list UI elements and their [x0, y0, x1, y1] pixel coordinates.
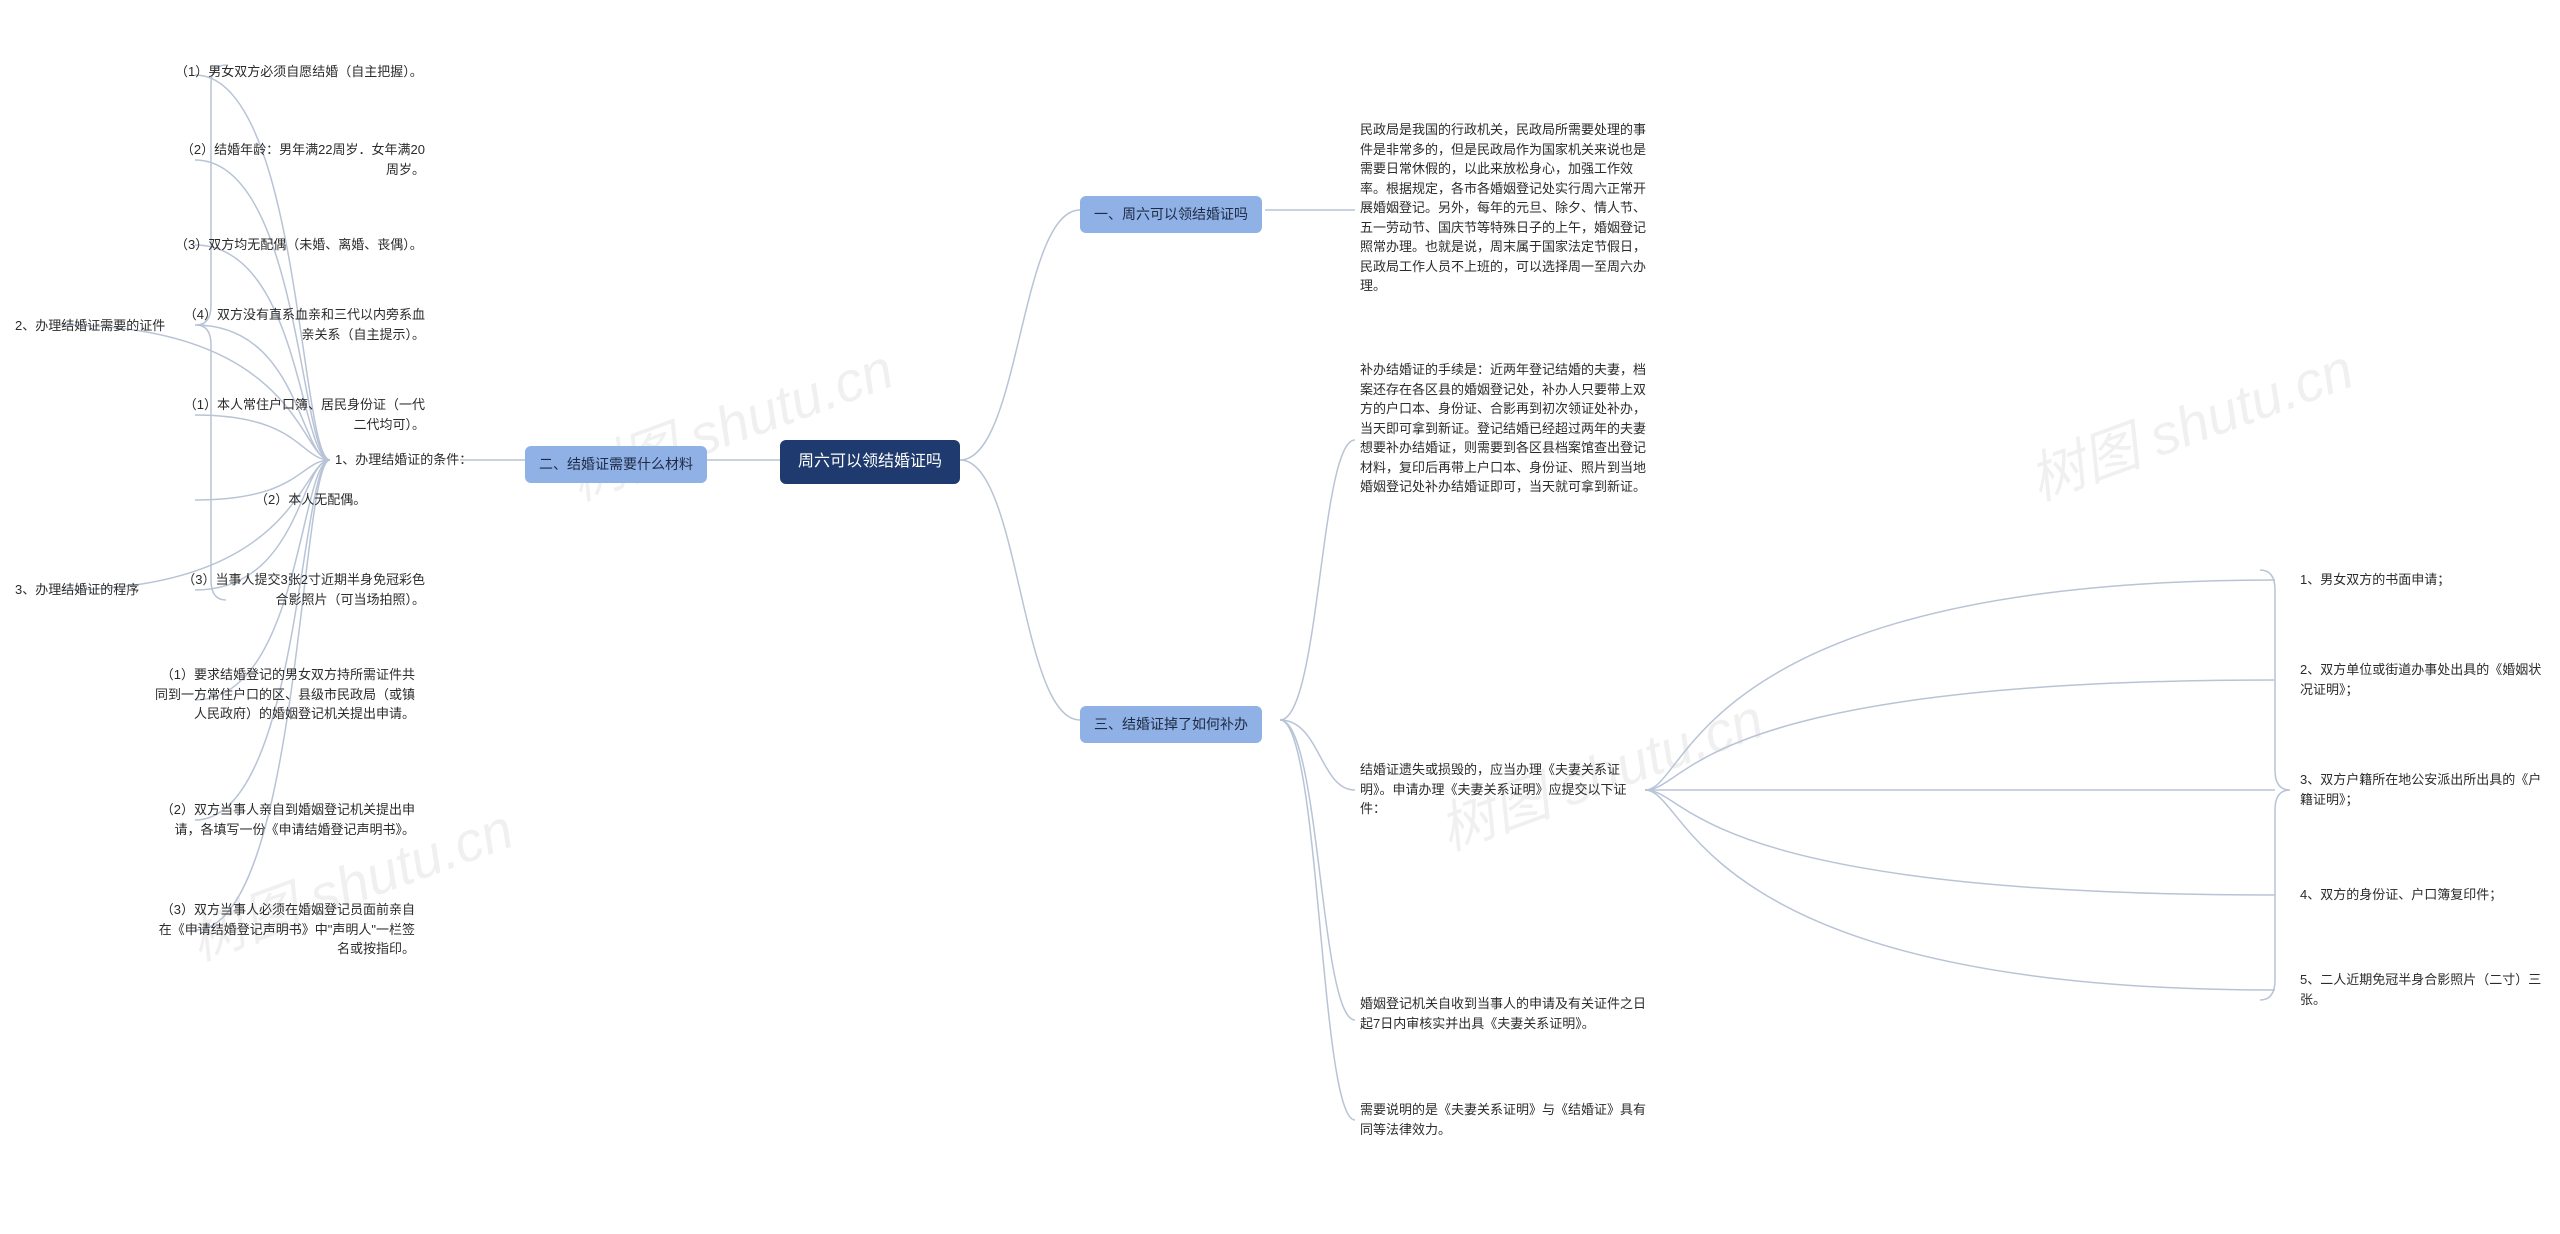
b2-c3-d2: （2）双方当事人亲自到婚姻登记机关提出申请，各填写一份《申请结婚登记声明书》。	[155, 800, 415, 839]
b2-c3: 3、办理结婚证的程序	[15, 580, 139, 600]
b3-c2-d2: 2、双方单位或街道办事处出具的《婚姻状况证明》；	[2300, 660, 2550, 699]
b2-c2-d1: （1）本人常住户口簿、居民身份证（一代二代均可）。	[175, 395, 425, 434]
watermark: 树图 shutu.cn	[556, 324, 903, 516]
b3-c2: 结婚证遗失或损毁的，应当办理《夫妻关系证明》。申请办理《夫妻关系证明》应提交以下…	[1360, 760, 1650, 819]
connector-layer	[0, 0, 2560, 1234]
b3-c2-d3: 3、双方户籍所在地公安派出所出具的《户籍证明》；	[2300, 770, 2550, 809]
b2-c3-d3: （3）双方当事人必须在婚姻登记员面前亲自在《申请结婚登记声明书》中"声明人"一栏…	[155, 900, 415, 959]
b3-c1: 补办结婚证的手续是：近两年登记结婚的夫妻，档案还存在各区县的婚姻登记处，补办人只…	[1360, 360, 1650, 497]
root-node: 周六可以领结婚证吗	[780, 440, 960, 484]
b3-c4: 需要说明的是《夫妻关系证明》与《结婚证》具有同等法律效力。	[1360, 1100, 1650, 1139]
b3-c2-d1: 1、男女双方的书面申请；	[2300, 570, 2450, 590]
b3-c2-d4: 4、双方的身份证、户口簿复印件；	[2300, 885, 2502, 905]
branch-1: 一、周六可以领结婚证吗	[1080, 196, 1262, 233]
b2-c3-d1: （1）要求结婚登记的男女双方持所需证件共同到一方常住户口的区、县级市民政局（或镇…	[155, 665, 415, 724]
b2-c2-d2: （2）本人无配偶。	[255, 490, 366, 510]
b2-c1-d1: （1）男女双方必须自愿结婚（自主把握）。	[175, 62, 423, 82]
b3-c3: 婚姻登记机关自收到当事人的申请及有关证件之日起7日内审核实并出具《夫妻关系证明》…	[1360, 994, 1650, 1033]
watermark: 树图 shutu.cn	[2016, 324, 2363, 516]
b2-c1: 1、办理结婚证的条件：	[335, 450, 472, 470]
b2-c2-d3: （3）当事人提交3张2寸近期半身免冠彩色合影照片（可当场拍照）。	[175, 570, 425, 609]
branch-2: 二、结婚证需要什么材料	[525, 446, 707, 483]
b2-c1-d2: （2）结婚年龄：男年满22周岁．女年满20周岁。	[175, 140, 425, 179]
b2-c1-d4: （4）双方没有直系血亲和三代以内旁系血亲关系（自主提示）。	[175, 305, 425, 344]
b3-c2-d5: 5、二人近期免冠半身合影照片（二寸）三张。	[2300, 970, 2550, 1009]
b2-c1-d3: （3）双方均无配偶（未婚、离婚、丧偶）。	[175, 235, 423, 255]
branch-1-body: 民政局是我国的行政机关，民政局所需要处理的事件是非常多的，但是民政局作为国家机关…	[1360, 120, 1650, 296]
branch-3: 三、结婚证掉了如何补办	[1080, 706, 1262, 743]
b2-c2: 2、办理结婚证需要的证件	[15, 316, 165, 336]
